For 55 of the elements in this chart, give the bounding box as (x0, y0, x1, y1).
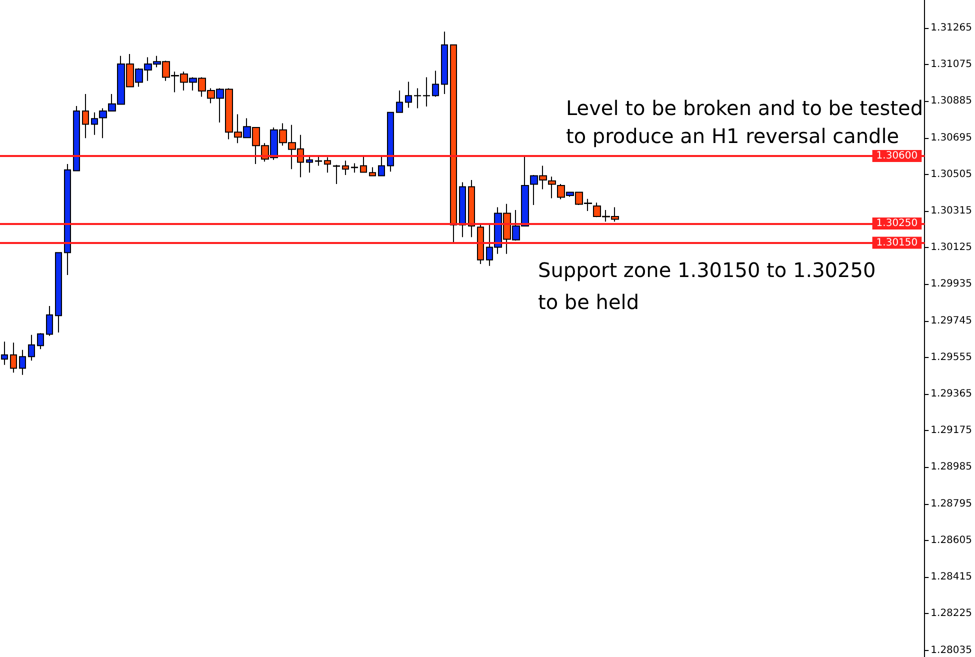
candlestick (1, 341, 8, 366)
annotation: Level to be broken and to be tested to produce an H1 reversal candle (566, 96, 924, 148)
candlestick (369, 166, 376, 176)
candlestick (10, 342, 17, 374)
candlestick (378, 155, 385, 176)
candlestick (351, 162, 358, 174)
y-tick-label: 1.30885 (930, 96, 972, 107)
candlestick (360, 155, 367, 174)
y-tick-label: 1.30315 (930, 205, 972, 216)
candlestick (28, 334, 35, 362)
candlestick (459, 182, 466, 238)
candlestick (477, 223, 484, 264)
y-tick-label: 1.29935 (930, 278, 972, 290)
candlestick (19, 349, 26, 376)
y-tick-label: 1.30125 (930, 242, 972, 254)
candlestick (405, 81, 412, 108)
y-tick-label: 1.28035 (930, 644, 972, 656)
candlestick (441, 31, 448, 95)
y-tick-label: 1.29745 (930, 315, 972, 326)
candlestick (46, 305, 53, 336)
candlestick (315, 155, 322, 166)
candlestick (450, 44, 457, 244)
candlestick (432, 70, 439, 98)
candlestick (324, 156, 331, 174)
ref-line-label: 1.30250 (876, 218, 918, 229)
ref-line-label: 1.30150 (876, 237, 918, 248)
y-tick-label: 1.30505 (930, 168, 972, 180)
y-tick-label: 1.29175 (930, 425, 972, 436)
y-tick-label: 1.30695 (930, 132, 972, 144)
candlestick (387, 112, 394, 172)
ref-line-label: 1.30600 (876, 150, 918, 162)
candlestick (423, 76, 430, 108)
candlestick (468, 179, 475, 238)
candlestick (414, 88, 421, 109)
y-tick-label: 1.31075 (930, 59, 972, 70)
y-tick-label: 1.28795 (930, 498, 972, 510)
y-tick-label: 1.28985 (930, 462, 972, 473)
candlestick (55, 252, 62, 334)
y-tick-label: 1.29365 (930, 388, 972, 400)
candlestick (396, 90, 403, 113)
candlestick (73, 105, 80, 172)
y-tick-label: 1.28605 (930, 534, 972, 546)
candlestick (342, 160, 349, 176)
candlestick (306, 155, 313, 174)
annotation: Support zone 1.30150 to 1.30250 to be held (538, 258, 876, 314)
candlestick (64, 163, 71, 276)
y-tick-label: 1.31265 (930, 22, 972, 34)
candlestick (548, 176, 556, 199)
candlestick (333, 164, 340, 184)
y-tick-label: 1.28225 (930, 608, 972, 620)
candlestick (37, 332, 44, 350)
y-tick-label: 1.29555 (930, 352, 972, 363)
candlestick (82, 94, 89, 139)
y-tick-label: 1.28415 (930, 572, 972, 583)
candlestick (91, 112, 98, 136)
